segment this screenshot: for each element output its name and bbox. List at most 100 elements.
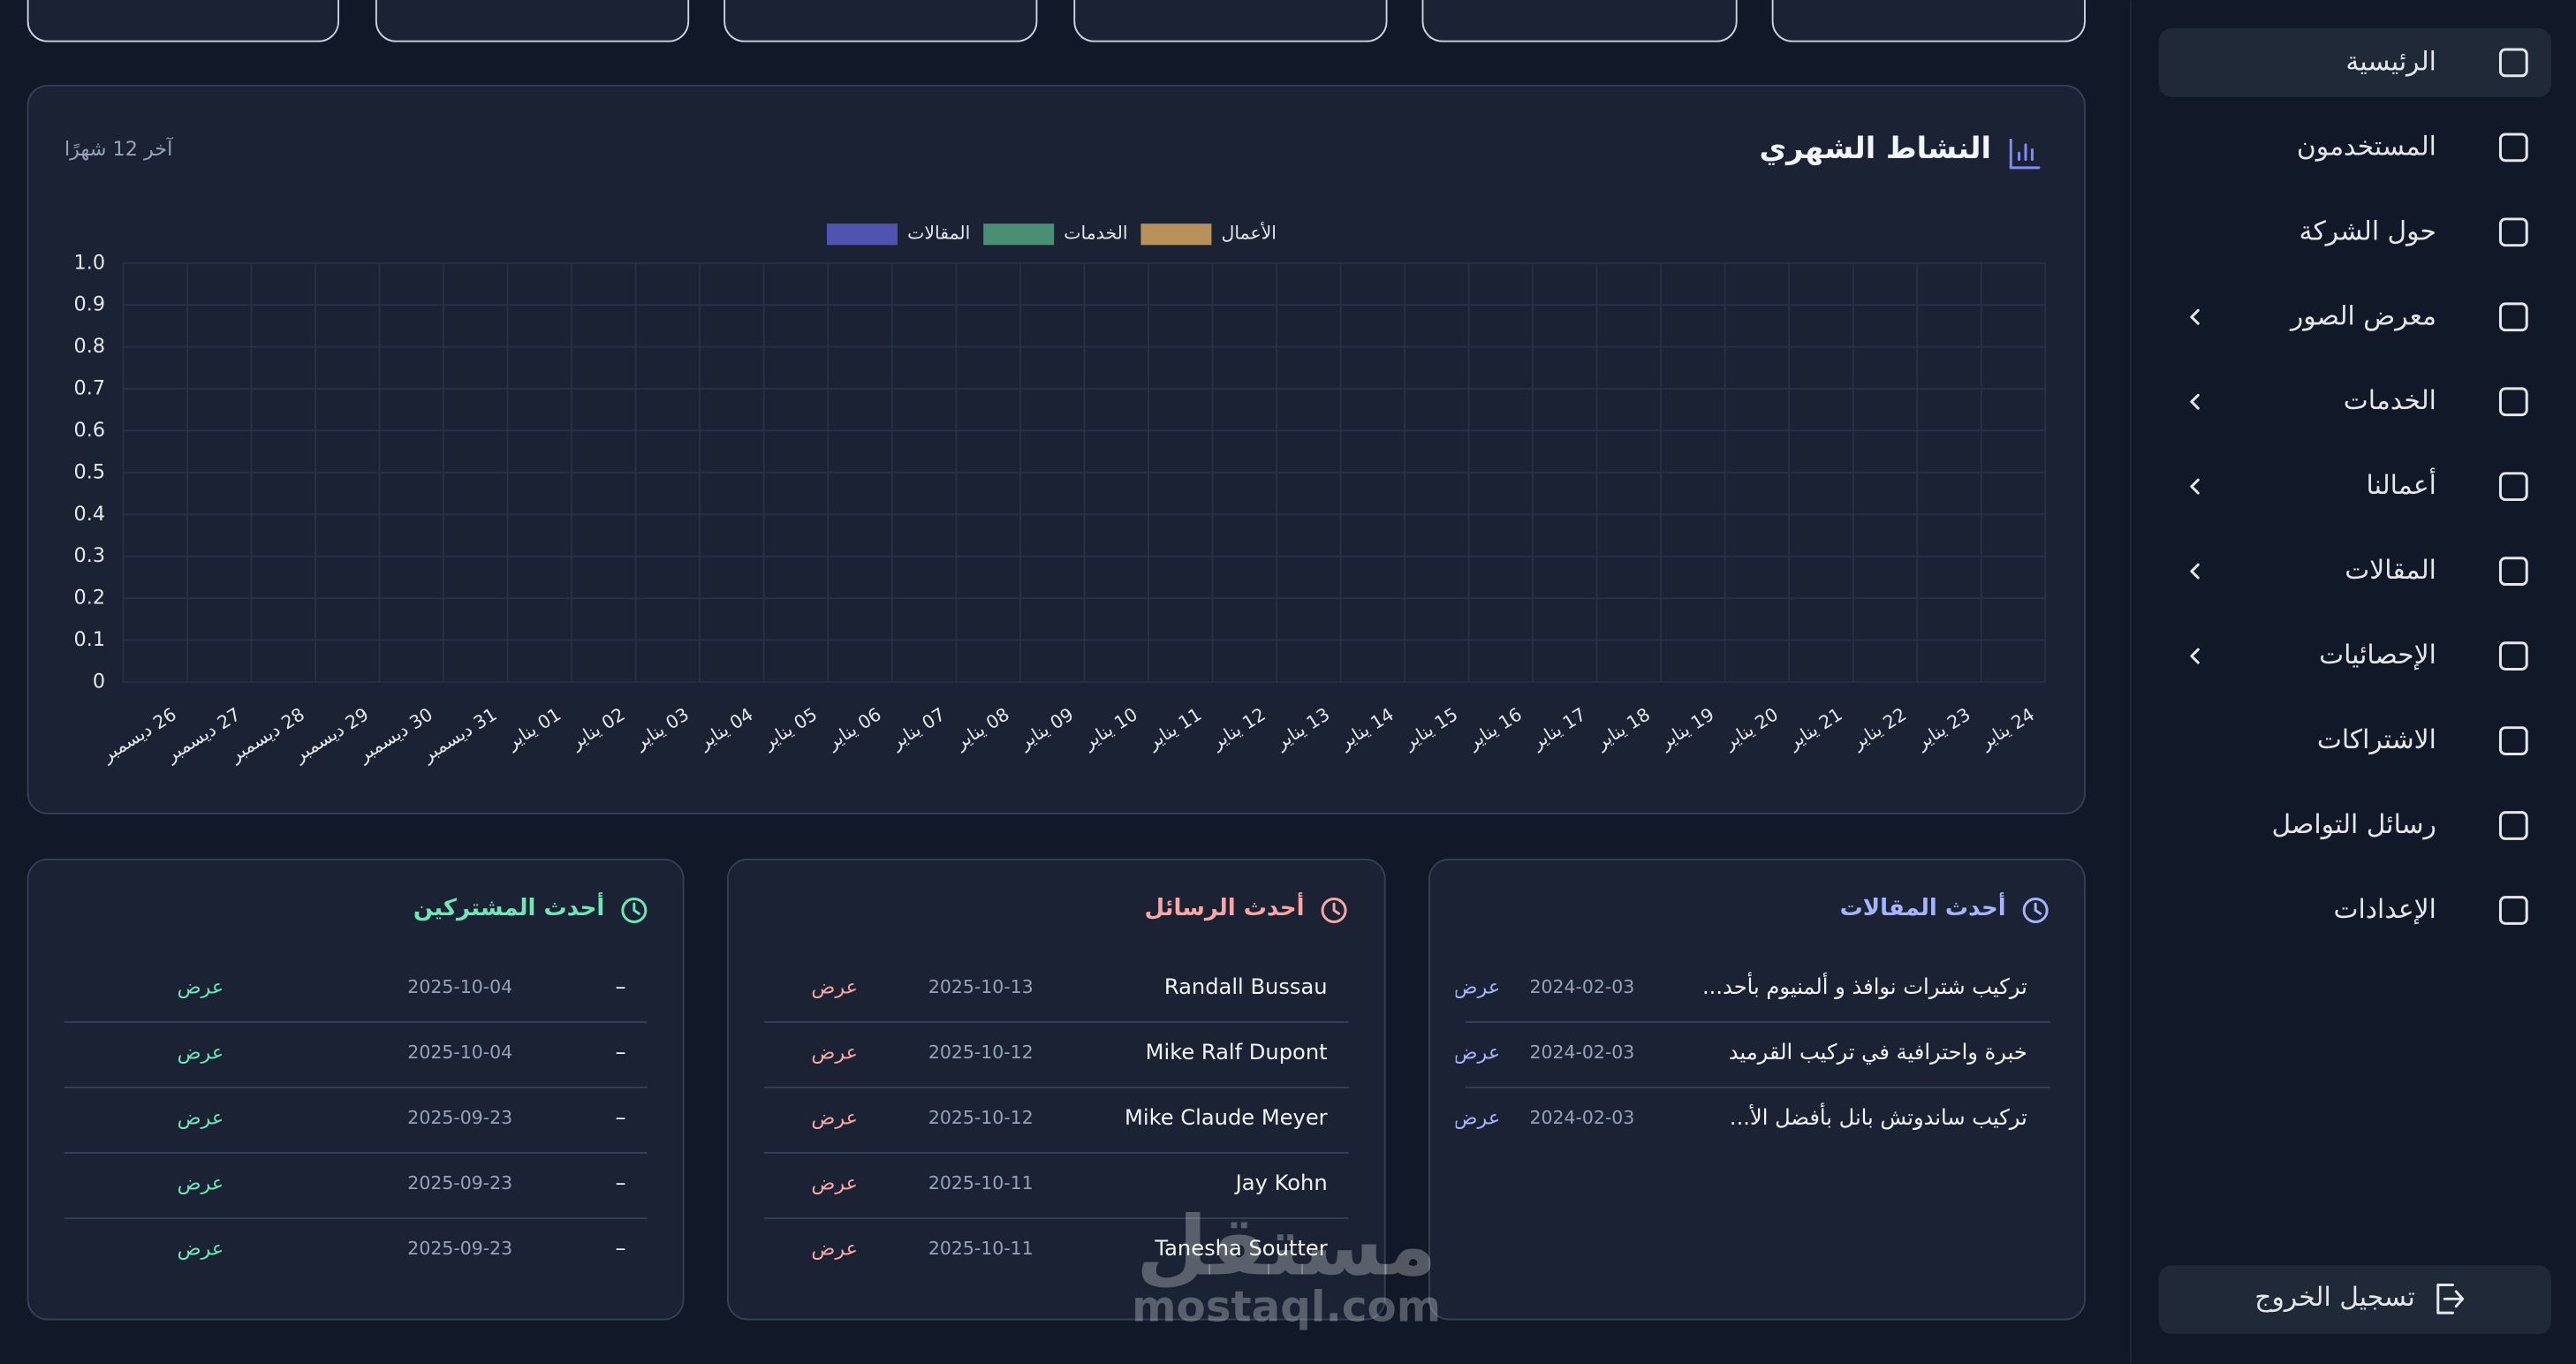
row-action[interactable]: عرض (811, 975, 858, 998)
menu-item[interactable]: الاشتراكات (2317, 724, 2436, 755)
menu-item[interactable]: الإحصائيات (2319, 640, 2436, 671)
menu-icon (2498, 726, 2528, 755)
row-name: خبرة واحترافية في تركيب القرميد (1729, 1040, 2027, 1065)
activity-period: آخر 12 شهرًا (64, 136, 174, 161)
stat-card[interactable] (27, 0, 340, 42)
row-date: 2025-09-23 (407, 1238, 512, 1259)
y-tick-label: 0.4 (74, 503, 105, 526)
chevron[interactable] (2190, 478, 2200, 495)
panel-title: أحدث المقالات (1840, 892, 2006, 921)
logout-button[interactable] (2158, 1265, 2552, 1335)
clock-icon (2022, 897, 2049, 924)
y-tick-label: 0.7 (74, 377, 105, 400)
y-tick-label: 1.0 (74, 251, 105, 274)
row-action[interactable]: عرض (178, 1106, 224, 1129)
row-name: – (615, 1040, 625, 1065)
row-date: 2024-02-03 (1529, 1107, 1634, 1128)
logout-icon (2436, 1284, 2465, 1315)
row-date: 2025-10-04 (407, 976, 512, 997)
menu-item[interactable]: معرض الصور (2289, 300, 2436, 331)
subscribers-panel (27, 858, 685, 1321)
stat-card[interactable] (375, 0, 690, 42)
row-date: 2025-10-04 (407, 1042, 512, 1063)
menu-active-bg (2158, 27, 2552, 97)
row-date: 2025-10-13 (928, 976, 1034, 997)
menu-item[interactable]: الرئيسية (2345, 46, 2436, 77)
legend-label[interactable]: الأعمال (1222, 221, 1277, 243)
tables: أحدث المقالات تركيب شترات نوافذ و ألمنيوم… (64, 892, 2050, 1261)
clock-hand (1332, 902, 1341, 915)
articles-panel (1428, 858, 2086, 1321)
chevron[interactable] (2190, 563, 2200, 580)
menu-item[interactable]: المستخدمون (2297, 131, 2436, 162)
activity-panel (27, 85, 2086, 815)
row-action[interactable]: عرض (811, 1237, 858, 1260)
row-date: 2025-10-11 (928, 1238, 1034, 1259)
chevron[interactable] (2190, 648, 2200, 664)
y-tick-label: 0.1 (74, 628, 105, 651)
row-date: 2024-02-03 (1529, 976, 1634, 997)
menu-item[interactable]: رسائل التواصل (2272, 809, 2436, 840)
row-action[interactable]: عرض (178, 1237, 224, 1260)
row-action[interactable]: عرض (178, 1041, 224, 1064)
menu-icon (2498, 217, 2528, 247)
row-name: Mike Claude Meyer (1125, 1105, 1328, 1130)
legend-label[interactable]: المقالات (907, 222, 970, 243)
row-name: – (615, 1105, 625, 1130)
row-action[interactable]: عرض (1454, 1106, 1501, 1129)
stat-card[interactable] (1421, 0, 1738, 42)
menu-icon (2498, 896, 2528, 925)
legend-swatch[interactable] (1140, 224, 1212, 246)
watermark-site: mostaql.com (1132, 1282, 1441, 1331)
row-action[interactable]: عرض (1454, 975, 1501, 998)
row-name: Mike Ralf Dupont (1146, 1040, 1328, 1065)
y-tick-label: 0.2 (74, 587, 105, 610)
row-name: تركيب ساندوتش بانل بأفضل الأ... (1730, 1103, 2027, 1130)
menu-icon (2498, 302, 2528, 332)
legend-swatch[interactable] (826, 224, 898, 246)
menu-icon (2498, 133, 2528, 163)
row-action[interactable]: عرض (178, 1171, 224, 1194)
row-date: 2025-10-11 (928, 1172, 1034, 1194)
chevron[interactable] (2190, 393, 2200, 410)
row-name: – (615, 1236, 625, 1261)
row-action[interactable]: عرض (1454, 1041, 1501, 1064)
menu-item[interactable]: أعمالنا (2367, 466, 2436, 501)
activity-title: النشاط الشهري (1760, 131, 1991, 166)
clock-hand (633, 902, 640, 915)
menu-item[interactable]: حول الشركة (2299, 216, 2436, 246)
panel-title: أحدث الرسائل (1144, 892, 1304, 921)
stat-card[interactable] (1771, 0, 2086, 42)
row-name: Jay Kohn (1234, 1171, 1328, 1195)
row-action[interactable]: عرض (811, 1106, 858, 1129)
y-tick-label: 0.3 (74, 544, 105, 567)
watermark-logo: مستقل (1136, 1199, 1436, 1294)
row-date: 2025-09-23 (407, 1107, 512, 1128)
clock-icon (621, 897, 648, 924)
sidebar-menu: الرئيسية المستخدمون حول الشركة معرض الصور ال… (2158, 27, 2552, 925)
menu-icon (2498, 811, 2528, 840)
menu-item[interactable]: الخدمات (2344, 385, 2436, 416)
menu-item[interactable]: المقالات (2345, 555, 2436, 586)
y-tick-label: 0.6 (74, 419, 105, 442)
row-name: – (615, 1171, 625, 1195)
chart-icon (2009, 138, 2041, 170)
messages-panel (726, 858, 1386, 1321)
chevron[interactable] (2190, 308, 2200, 325)
menu-icon (2498, 472, 2528, 502)
logout-label[interactable]: تسجيل الخروج (2254, 1282, 2415, 1313)
legend-swatch[interactable] (983, 224, 1055, 246)
y-tick-label: 0.8 (74, 335, 105, 358)
menu-item[interactable]: الإعدادات (2334, 894, 2436, 925)
panel-title: أحدث المشتركين (413, 892, 604, 921)
row-name: Randall Bussau (1164, 974, 1328, 999)
row-action[interactable]: عرض (811, 1041, 858, 1064)
stat-card[interactable] (1073, 0, 1388, 42)
row-action[interactable]: عرض (178, 975, 224, 998)
stat-card[interactable] (724, 0, 1038, 42)
row-date: 2024-02-03 (1529, 1042, 1634, 1063)
menu-icon (2498, 557, 2528, 587)
row-action[interactable]: عرض (811, 1171, 858, 1194)
legend-label[interactable]: الخدمات (1064, 222, 1127, 243)
